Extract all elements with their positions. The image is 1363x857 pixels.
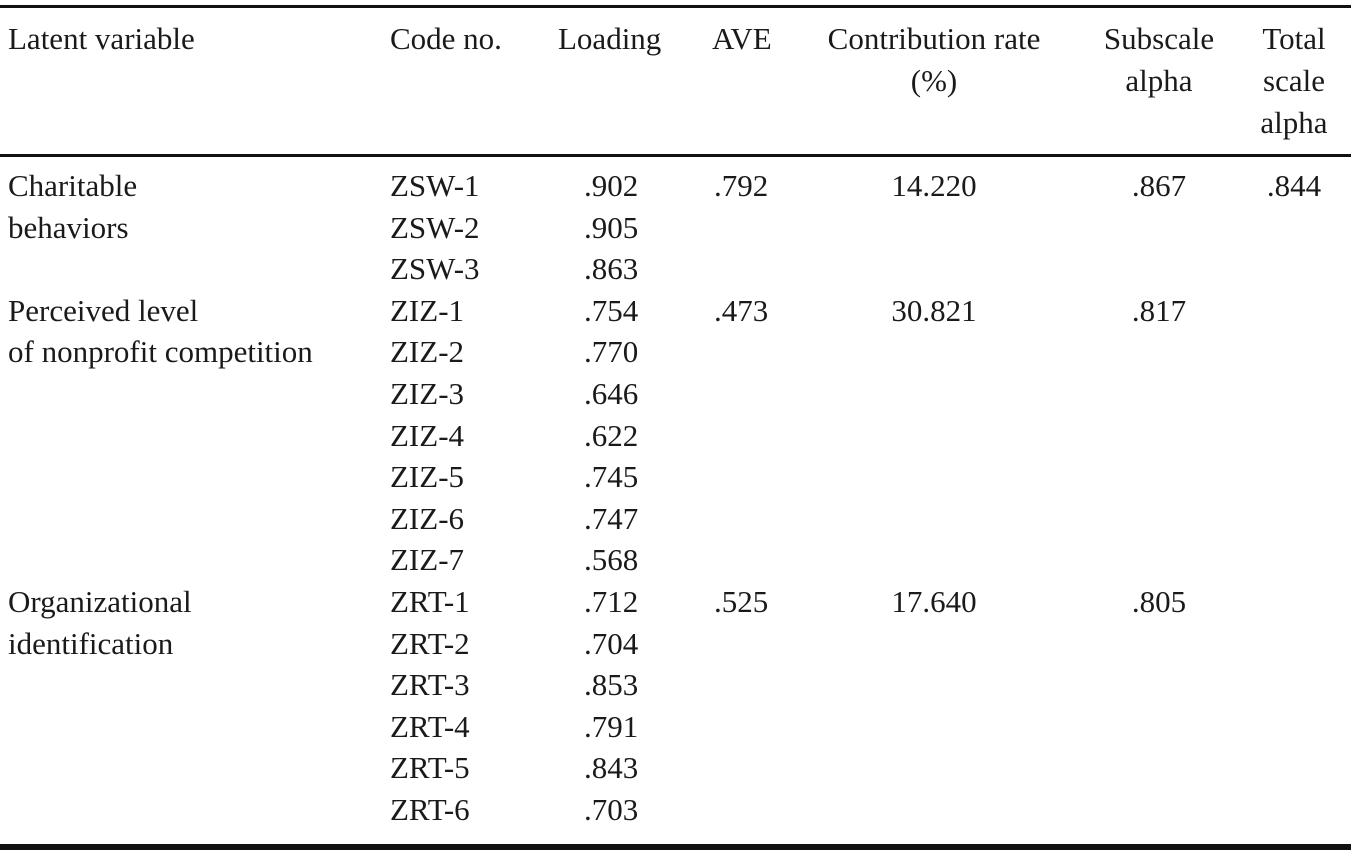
item-code: ZRT-2 <box>390 625 470 661</box>
subscale-alpha-value: .805 <box>1131 584 1187 619</box>
header-loading: Loading <box>558 21 662 56</box>
header-subscale-alpha: Subscale alpha <box>1103 21 1215 98</box>
item-loading: .791 <box>584 708 639 744</box>
item-loading: .747 <box>584 500 639 536</box>
loading-column: .902 .905 .863 .754 .770 .646 .622 .745 … <box>584 165 638 831</box>
item-loading: .704 <box>584 625 639 661</box>
header-code-no: Code no. <box>390 21 502 56</box>
total-scale-alpha-value: .844 <box>1266 168 1322 203</box>
item-loading: .902 <box>584 168 639 203</box>
item-code: ZIZ-6 <box>390 500 465 536</box>
group-label-organizational-identification: Organizational identification <box>8 584 192 661</box>
item-loading: .646 <box>584 375 639 411</box>
item-loading: .770 <box>584 334 639 370</box>
header-total-scale-alpha: Total scale alpha <box>1260 21 1328 140</box>
item-loading: .843 <box>584 750 639 786</box>
item-loading: .622 <box>584 417 639 453</box>
item-code: ZIZ-3 <box>390 375 465 411</box>
ave-value: .525 <box>714 584 769 619</box>
item-loading: .745 <box>584 459 639 495</box>
item-code: ZIZ-5 <box>390 459 465 495</box>
item-code: ZSW-2 <box>390 209 480 245</box>
code-column: ZSW-1 ZSW-2 ZSW-3 ZIZ-1 ZIZ-2 ZIZ-3 ZIZ-… <box>390 165 480 831</box>
item-code: ZSW-1 <box>390 168 480 203</box>
item-loading: .853 <box>584 667 639 703</box>
item-loading: .712 <box>584 583 639 619</box>
header-contribution-rate: Contribution rate (%) <box>827 21 1041 98</box>
item-code: ZRT-5 <box>390 750 470 786</box>
item-loading: .863 <box>584 251 639 287</box>
item-code: ZIZ-2 <box>390 334 465 370</box>
ave-value: .473 <box>714 292 769 328</box>
item-loading: .703 <box>584 791 639 827</box>
subscale-alpha-value: .817 <box>1131 292 1187 328</box>
item-loading: .568 <box>584 542 639 578</box>
item-code: ZRT-6 <box>390 791 470 827</box>
ave-value: .792 <box>714 168 769 203</box>
item-code: ZIZ-4 <box>390 417 465 453</box>
contribution-rate-value: 17.640 <box>891 584 977 619</box>
contribution-rate-value: 14.220 <box>891 168 977 203</box>
item-loading: .754 <box>584 292 639 328</box>
group-label-charitable-behaviors: Charitable behaviors <box>8 168 138 245</box>
item-code: ZRT-1 <box>390 583 470 619</box>
bottom-rule <box>0 844 1351 850</box>
header-latent-variable: Latent variable <box>8 21 195 56</box>
item-code: ZIZ-7 <box>390 542 465 578</box>
group-label-perceived-competition: Perceived level of nonprofit competition <box>8 292 313 370</box>
header-rule <box>0 154 1351 157</box>
header-ave: AVE <box>712 21 772 56</box>
subscale-alpha-value: .867 <box>1131 168 1187 203</box>
item-loading: .905 <box>584 209 639 245</box>
contribution-rate-value: 30.821 <box>891 292 977 328</box>
item-code: ZIZ-1 <box>390 292 465 328</box>
top-rule <box>0 5 1351 8</box>
item-code: ZSW-3 <box>390 251 480 287</box>
item-code: ZRT-3 <box>390 667 470 703</box>
item-code: ZRT-4 <box>390 708 470 744</box>
